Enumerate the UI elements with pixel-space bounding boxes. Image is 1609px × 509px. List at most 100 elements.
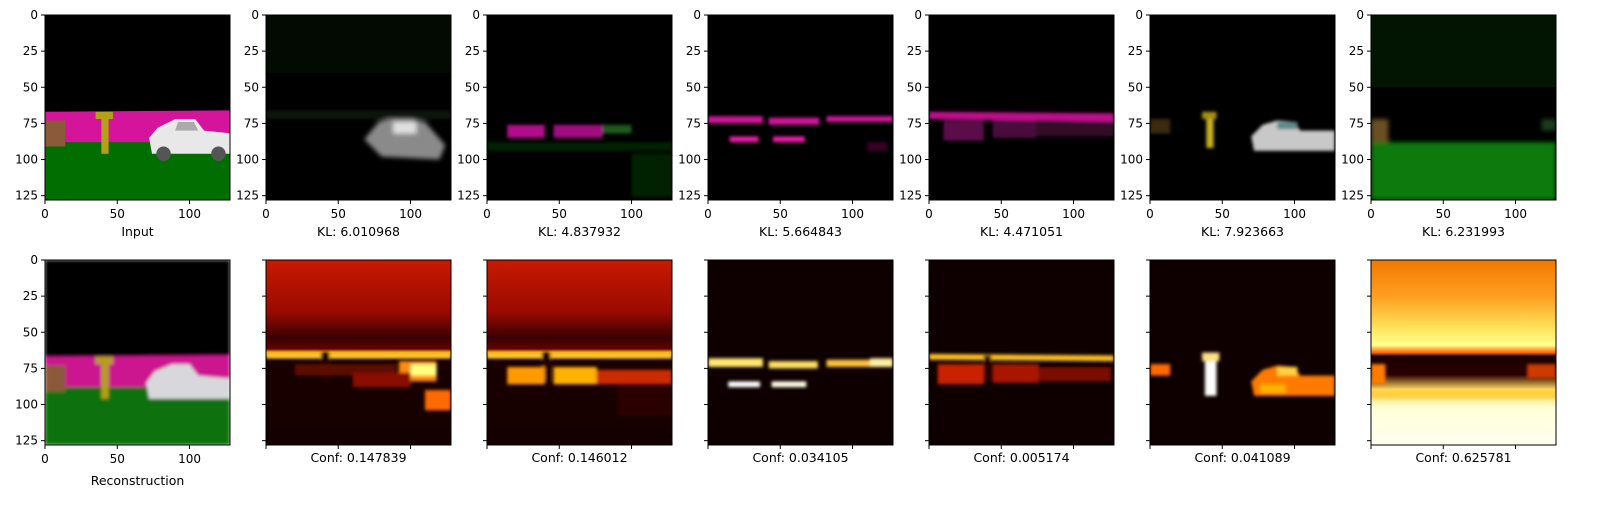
blurred-heat xyxy=(929,353,1114,385)
image-shape xyxy=(1251,120,1335,151)
x-tick-label: 0 xyxy=(1367,207,1375,221)
image-region xyxy=(1150,260,1335,445)
panel-image xyxy=(1150,260,1335,445)
image-shape xyxy=(146,364,230,399)
image-region xyxy=(1259,384,1286,393)
y-tick-label: 100 xyxy=(15,153,38,167)
wheel xyxy=(211,146,226,161)
image-region xyxy=(266,15,451,73)
y-tick-label: 0 xyxy=(1356,8,1364,22)
image-region xyxy=(708,116,763,124)
x-tick-label: 50 xyxy=(331,207,346,221)
image-region xyxy=(45,365,66,392)
axes-frame xyxy=(707,259,894,446)
y-tick-label: 50 xyxy=(465,80,480,94)
image-region xyxy=(1150,15,1335,200)
x-tick-label: 50 xyxy=(110,452,125,466)
y-tick-label: 125 xyxy=(1341,189,1364,203)
panel-caption: KL: 5.664843 xyxy=(759,224,842,239)
panel-caption: KL: 6.231993 xyxy=(1422,224,1505,239)
x-tick-label: 50 xyxy=(110,207,125,221)
image-region xyxy=(266,110,451,120)
image-region xyxy=(1277,366,1298,376)
image-region xyxy=(1371,260,1556,445)
panel-caption: Conf: 0.034105 xyxy=(752,450,848,465)
panel-caption: Conf: 0.005174 xyxy=(973,450,1069,465)
blurred-slot xyxy=(1371,119,1556,200)
y-tick-label: 0 xyxy=(30,8,38,22)
image-region xyxy=(992,120,1036,138)
axes-frame xyxy=(928,14,1115,201)
panel-caption: Input xyxy=(121,224,153,239)
panel-heat-f xyxy=(1367,259,1557,449)
image-region xyxy=(728,381,761,388)
y-tick-label: 75 xyxy=(23,116,38,130)
image-shape xyxy=(149,119,230,154)
panel-image xyxy=(708,260,893,445)
blurred-heat xyxy=(1371,364,1556,399)
x-tick-label: 100 xyxy=(178,207,201,221)
image-region xyxy=(95,111,113,120)
image-region xyxy=(294,364,397,376)
image-region xyxy=(602,124,632,134)
x-tick-label: 100 xyxy=(620,207,643,221)
axes-frame xyxy=(44,14,231,201)
panel-caption: KL: 4.837932 xyxy=(538,224,621,239)
y-tick-label: 100 xyxy=(15,398,38,412)
image-region xyxy=(1150,364,1171,376)
y-tick-label: 125 xyxy=(899,189,922,203)
panel-caption: Reconstruction xyxy=(91,473,185,488)
y-tick-label: 75 xyxy=(244,116,259,130)
image-region xyxy=(45,120,66,147)
image-region xyxy=(937,364,984,385)
blurred-heat xyxy=(708,358,893,388)
image-region xyxy=(424,390,451,411)
panel-image xyxy=(266,260,451,445)
image-region xyxy=(631,153,672,198)
panel-caption: KL: 7.923663 xyxy=(1201,224,1284,239)
panel-image xyxy=(266,15,451,200)
image-region xyxy=(708,15,893,200)
y-tick-label: 50 xyxy=(1128,80,1143,94)
y-tick-label: 75 xyxy=(686,116,701,130)
image-region xyxy=(768,117,820,125)
y-tick-label: 75 xyxy=(1128,116,1143,130)
y-tick-label: 25 xyxy=(1349,44,1364,58)
image-region xyxy=(507,124,545,138)
y-tick-label: 25 xyxy=(907,44,922,58)
y-tick-label: 125 xyxy=(678,189,701,203)
y-tick-label: 50 xyxy=(907,80,922,94)
y-tick-label: 25 xyxy=(23,289,38,303)
y-tick-label: 0 xyxy=(472,8,480,22)
y-tick-label: 25 xyxy=(1128,44,1143,58)
panel-image xyxy=(45,15,230,200)
image-region xyxy=(266,352,451,359)
image-region xyxy=(943,120,984,141)
y-tick-label: 50 xyxy=(686,80,701,94)
image-region xyxy=(1202,352,1220,362)
panel-image xyxy=(929,15,1114,200)
y-tick-label: 125 xyxy=(15,189,38,203)
y-tick-label: 50 xyxy=(23,325,38,339)
blurred-slot xyxy=(929,111,1114,141)
image-region xyxy=(869,358,893,367)
panel-heat-b xyxy=(483,259,673,449)
image-region xyxy=(1038,366,1112,382)
y-tick-label: 100 xyxy=(1341,153,1364,167)
image-shape xyxy=(175,122,199,131)
image-region xyxy=(507,366,545,385)
image-shape xyxy=(929,353,1114,362)
image-region xyxy=(1527,364,1556,379)
image-region xyxy=(1150,119,1171,134)
panel-image xyxy=(708,15,893,200)
x-tick-label: 100 xyxy=(1504,207,1527,221)
image-region xyxy=(1371,119,1389,143)
y-tick-label: 125 xyxy=(15,434,38,448)
image-shape xyxy=(364,116,446,160)
x-tick-label: 0 xyxy=(262,207,270,221)
axes-frame xyxy=(1149,14,1336,201)
